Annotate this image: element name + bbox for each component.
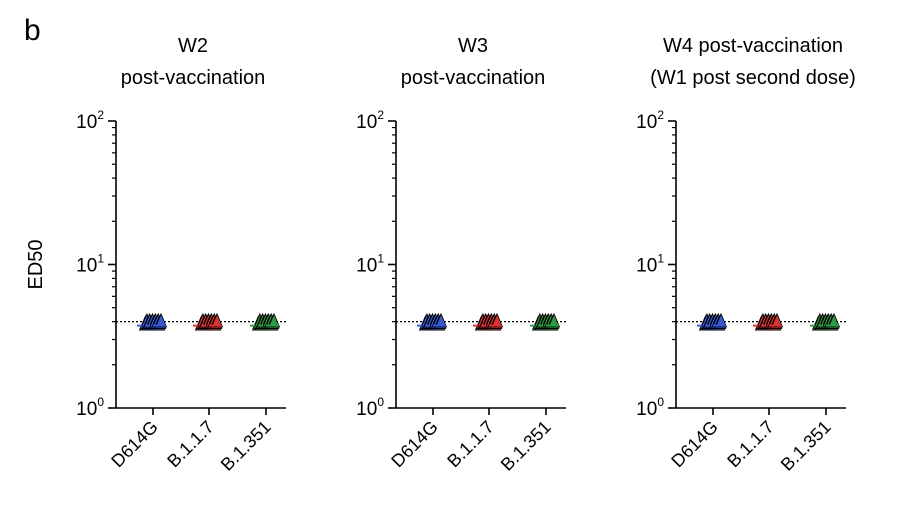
x-tick-label: D614G: [107, 417, 161, 471]
data-point: [547, 312, 561, 328]
chart-title-line: post-vaccination: [401, 67, 546, 89]
y-tick-label: 101: [76, 252, 104, 277]
data-point: [770, 312, 784, 328]
x-tick-label: D614G: [387, 417, 441, 471]
x-tick-label: B.1.1.7: [163, 417, 217, 471]
x-tick-label: B.1.351: [217, 417, 275, 475]
chart-title-line: W4 post-vaccination: [663, 35, 843, 57]
data-point: [434, 312, 448, 328]
y-tick-label: 101: [356, 252, 384, 277]
chart-panel: W3 post-vaccination 100 101 102 D614G B.1.1.7B…: [356, 35, 566, 475]
y-tick-label: 102: [76, 108, 104, 133]
data-point: [267, 312, 281, 328]
data-point: [827, 312, 841, 328]
data-point: [714, 312, 728, 328]
chart-title-line: (W1 post second dose): [650, 67, 856, 89]
y-tick-label: 100: [76, 395, 104, 420]
x-tick-label: B.1.351: [777, 417, 835, 475]
data-point: [210, 312, 224, 328]
chart-title-line: W3: [458, 35, 488, 57]
y-tick-label: 100: [636, 395, 664, 420]
chart-panel: W4 post-vaccination (W1 post second dose)…: [636, 35, 856, 475]
y-tick-label: 100: [356, 395, 384, 420]
chart-title-line: post-vaccination: [121, 67, 266, 89]
y-axis-label: ED50: [25, 239, 47, 289]
data-point: [154, 312, 168, 328]
y-tick-label: 101: [636, 252, 664, 277]
chart-title-line: W2: [178, 35, 208, 57]
x-tick-label: B.1.351: [497, 417, 555, 475]
panel-letter: b: [24, 14, 41, 47]
y-tick-label: 102: [636, 108, 664, 133]
x-tick-label: B.1.1.7: [723, 417, 777, 471]
x-tick-label: B.1.1.7: [443, 417, 497, 471]
data-point: [490, 312, 504, 328]
x-tick-label: D614G: [667, 417, 721, 471]
y-tick-label: 102: [356, 108, 384, 133]
